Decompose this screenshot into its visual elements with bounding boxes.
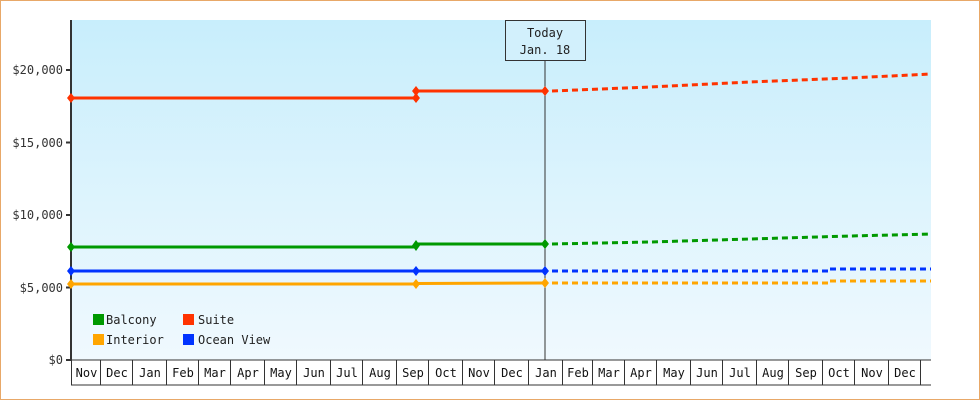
today-date: Jan. 18 [520, 43, 571, 57]
y-tick-label: $15,000 [12, 136, 63, 150]
x-tick-label: Feb [567, 366, 589, 380]
legend-item-balcony[interactable]: Balcony [93, 313, 157, 327]
x-tick-label: Aug [762, 366, 784, 380]
legend-swatch [93, 314, 104, 325]
x-tick-label: Apr [237, 366, 259, 380]
x-tick-label: Jun [303, 366, 325, 380]
legend-label: Interior [106, 333, 164, 347]
series-interior [67, 278, 931, 289]
plot-area [71, 20, 931, 360]
y-tick-label: $0 [49, 353, 63, 367]
x-tick-label: Mar [598, 366, 620, 380]
x-tick-label: Jul [336, 366, 358, 380]
x-tick-label: Sep [402, 366, 424, 380]
x-tick-label: Mar [204, 366, 226, 380]
legend-swatch [183, 334, 194, 345]
x-tick-label: May [663, 366, 685, 380]
x-axis: Nov Dec Jan Feb Mar Apr May Jun Jul Aug Sep Oct Nov D… [71, 359, 931, 386]
x-tick-label: May [270, 366, 292, 380]
x-tick-label: Sep [795, 366, 817, 380]
x-tick-label: Dec [501, 366, 523, 380]
series-ocean-view [67, 266, 931, 276]
series-balcony [67, 232, 932, 252]
legend-label: Balcony [106, 313, 157, 327]
series-suite [67, 72, 932, 103]
x-tick-label: Nov [76, 366, 98, 380]
legend-label: Ocean View [198, 333, 271, 347]
x-tick-label: Dec [106, 366, 128, 380]
x-tick-label: Aug [369, 366, 391, 380]
legend-swatch [183, 314, 194, 325]
x-tick-label: Jun [696, 366, 718, 380]
y-tick-label: $10,000 [12, 208, 63, 222]
x-tick-label: Feb [172, 366, 194, 380]
y-ticks: $0 $5,000 $10,000 $15,000 $20,000 [12, 63, 71, 367]
x-tick-label: Apr [630, 366, 652, 380]
legend-swatch [93, 334, 104, 345]
legend-label: Suite [198, 313, 234, 327]
legend-item-interior[interactable]: Interior [93, 333, 164, 347]
legend: Balcony Suite Interior Ocean View [93, 313, 271, 347]
x-tick-label: Nov [468, 366, 490, 380]
today-marker: Today Jan. 18 [505, 20, 586, 360]
legend-item-ocean-view[interactable]: Ocean View [183, 333, 271, 347]
x-tick-label: Oct [828, 366, 850, 380]
y-tick-label: $5,000 [20, 281, 63, 295]
y-tick-label: $20,000 [12, 63, 63, 77]
x-tick-label: Oct [435, 366, 457, 380]
x-tick-label: Nov [861, 366, 883, 380]
x-tick-label: Jan [535, 366, 557, 380]
x-tick-label: Jan [139, 366, 161, 380]
legend-item-suite[interactable]: Suite [183, 313, 234, 327]
x-tick-label: Jul [729, 366, 751, 380]
x-tick-label: Dec [894, 366, 916, 380]
today-label: Today [527, 26, 563, 40]
